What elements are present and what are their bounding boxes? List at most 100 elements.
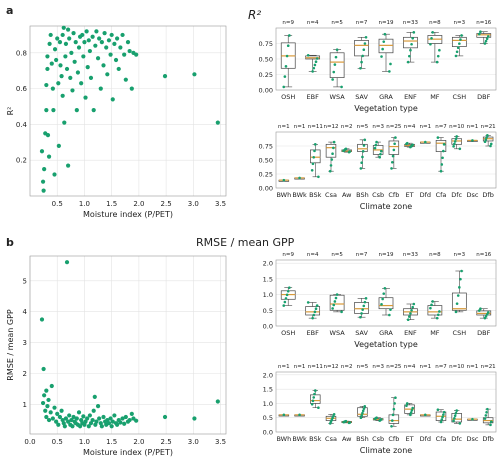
a-clim-category-label: BWk [292,191,307,199]
b-clim-point [485,410,488,414]
b-clim-point [440,418,444,421]
a-clim-point [348,150,352,153]
b-veg-point [484,314,488,318]
b-clim-box [388,414,400,424]
b-clim-count-label: n=7 [435,364,447,370]
a-clim-point [375,140,378,144]
a-veg-count-label: n=8 [429,20,441,26]
b-veg-point [313,310,317,314]
a-veg-point [412,31,416,34]
a-clim-category-label: Dsc [466,191,478,199]
a-clim-point [489,144,492,148]
b-scatter-point [129,411,134,416]
b-veg-point [311,316,314,320]
b-scatter-point [88,421,94,426]
a-clim-count-label: n=11 [308,124,323,130]
b-scatter-point [95,404,101,409]
b-clim-count-label: n=1 [467,364,479,370]
a-veg-point [285,54,289,58]
a-veg-point [286,44,290,48]
b-clim-point [348,421,352,424]
b-clim-category-label: BWh [276,435,291,443]
b-clim-point [310,402,314,406]
b-veg-x-axis-label: Vegetation type [354,340,418,349]
a-scatter-xtick-label: 2.5 [161,200,172,208]
a-scatter-point [72,59,77,64]
b-clim-point [441,415,444,419]
b-scatter-point [43,408,48,413]
b-veg-ytick-label: 1.0 [263,291,273,299]
b-veg-box [305,306,321,316]
b-veg-frame [275,259,497,327]
b-veg-category-label: EBF [307,329,320,337]
a-scatter-point [162,74,168,79]
a-scatter-point [56,81,61,86]
a-scatter-point [46,154,52,159]
a-scatter-point [45,66,50,72]
b-veg-point [333,300,337,303]
a-scatter-point [54,57,59,63]
a-veg-box [451,36,467,47]
b-scatter-point [110,419,115,424]
a-veg-count-label: n=3 [454,20,466,26]
a-scatter-point [95,56,101,61]
b-scatter-xtick-label: 3.0 [188,438,199,446]
panel-label-b: b [6,236,14,249]
a-veg-frame [275,27,497,91]
a-veg-point [313,63,317,67]
b-clim-category-label: Dsc [466,435,478,443]
a-scatter-point [49,61,54,66]
a-veg-category-label: MF [430,93,440,101]
a-clim-count-label: n=1 [467,124,479,130]
b-clim-point [483,417,487,420]
a-clim-point [311,162,315,166]
a-scatter-point [110,97,115,102]
a-clim-point [363,138,367,142]
b-veg-box [451,292,467,311]
a-clim-point [391,154,395,158]
b-clim-count-label: n=1 [294,364,306,370]
b-veg-point [479,307,482,311]
b-veg-point [359,315,362,319]
a-scatter-point [82,40,87,45]
b-scatter-point [52,405,57,410]
b-scatter-point [41,366,46,372]
b-scatter-x-axis-label: Moisture index (P/PET) [83,448,173,457]
a-veg-point [411,36,414,40]
b-clim-count-label: n=4 [404,364,416,370]
a-scatter-xtick-label: 3.5 [215,200,226,208]
a-scatter-point [66,163,71,168]
a-veg-ytick-label: 0.50 [259,56,273,64]
b-veg-point [389,308,392,311]
a-veg-category-label: DBF [477,93,490,101]
a-scatter-point [125,40,131,45]
a-clim-point [411,143,414,147]
a-veg-point [456,46,460,50]
a-scatter-point [80,32,85,38]
a-clim-category-label: ET [406,191,414,199]
a-clim-point [313,143,317,146]
a-clim-point [436,136,440,139]
a-clim-point [310,169,314,172]
a-veg-count-label: n=9 [282,20,294,26]
a-veg-point [408,54,411,58]
a-clim-point [394,136,397,139]
a-scatter-point [105,72,110,77]
b-clim-category-label: BSk [309,435,321,443]
a-scatter-ytick-label: 0.2 [16,157,27,165]
b-clim-point [436,408,440,412]
b-clim-point [489,423,492,427]
a-scatter-point [71,31,76,36]
b-scatter-y-axis-label: RMSE / mean GPP [6,309,15,381]
a-clim-point [373,146,377,150]
a-scatter-point [48,32,53,38]
b-veg-point [360,312,363,315]
b-scatter-point [64,260,70,265]
b-scatter-point [44,388,49,393]
a-clim-point [312,156,316,159]
b-veg-ytick-label: 2.0 [263,260,273,268]
a-clim-point [455,135,459,138]
a-veg-point [479,30,482,34]
a-scatter-point [74,108,79,113]
b-scatter-point [215,399,220,404]
